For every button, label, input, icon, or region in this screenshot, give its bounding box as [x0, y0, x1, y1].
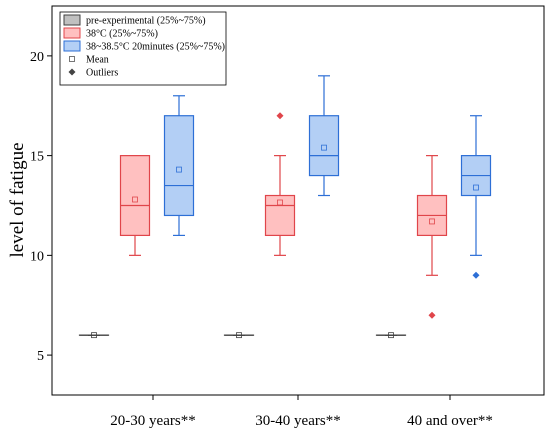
- legend-label: Outliers: [86, 68, 118, 79]
- legend-swatch: [63, 27, 81, 39]
- box-series-group: [78, 75, 492, 339]
- box-iqr: [308, 115, 340, 177]
- x-axis: 20-30 years** 30-40 years** 40 and over**: [110, 395, 493, 429]
- legend-label: Mean: [86, 55, 109, 66]
- legend-label: 38°C (25%~75%): [86, 29, 158, 40]
- mean-marker: [91, 332, 97, 339]
- box-plot: [264, 112, 296, 256]
- box-plot: [223, 332, 255, 339]
- mean-marker: [176, 166, 182, 173]
- x-tick-label: 20-30 years**: [110, 413, 195, 429]
- box-plot: [460, 115, 492, 279]
- y-axis: 5 10 15 20: [30, 50, 52, 364]
- legend-outlier-marker: [68, 68, 76, 76]
- legend-label: 38~38.5°C 20minutes (25%~75%): [86, 42, 225, 53]
- y-tick-label: 20: [30, 50, 44, 65]
- legend: pre-experimental (25%~75%) 38°C (25%~75%)…: [59, 11, 227, 86]
- mean-marker: [277, 199, 283, 206]
- box-plot: [375, 332, 407, 339]
- y-tick-label: 5: [37, 349, 44, 364]
- outlier-point: [428, 311, 436, 319]
- legend-swatch: [63, 14, 81, 26]
- legend-swatch: [63, 40, 81, 52]
- box-iqr: [264, 194, 296, 237]
- outlier-point: [276, 112, 284, 120]
- mean-marker: [132, 196, 138, 203]
- box-plot: [308, 75, 340, 197]
- box-plot: [119, 155, 151, 256]
- mean-marker: [321, 144, 327, 151]
- x-tick-label: 30-40 years**: [255, 413, 340, 429]
- legend-frame: [59, 11, 227, 86]
- outlier-point: [472, 271, 480, 279]
- box-iqr: [119, 155, 151, 237]
- mean-marker: [236, 332, 242, 339]
- y-tick-label: 15: [30, 150, 44, 165]
- box-plot: [416, 155, 448, 319]
- y-tick-label: 10: [30, 249, 44, 264]
- box-plot: [163, 95, 195, 237]
- x-tick-label: 40 and over**: [407, 413, 493, 429]
- y-axis-label: level of fatigue: [7, 142, 28, 257]
- mean-marker: [388, 332, 394, 339]
- box-plot: [78, 332, 110, 339]
- legend-mean-marker: [69, 56, 75, 62]
- mean-marker: [429, 218, 435, 225]
- legend-label: pre-experimental (25%~75%): [86, 16, 206, 27]
- box-iqr: [163, 115, 195, 217]
- mean-marker: [473, 184, 479, 191]
